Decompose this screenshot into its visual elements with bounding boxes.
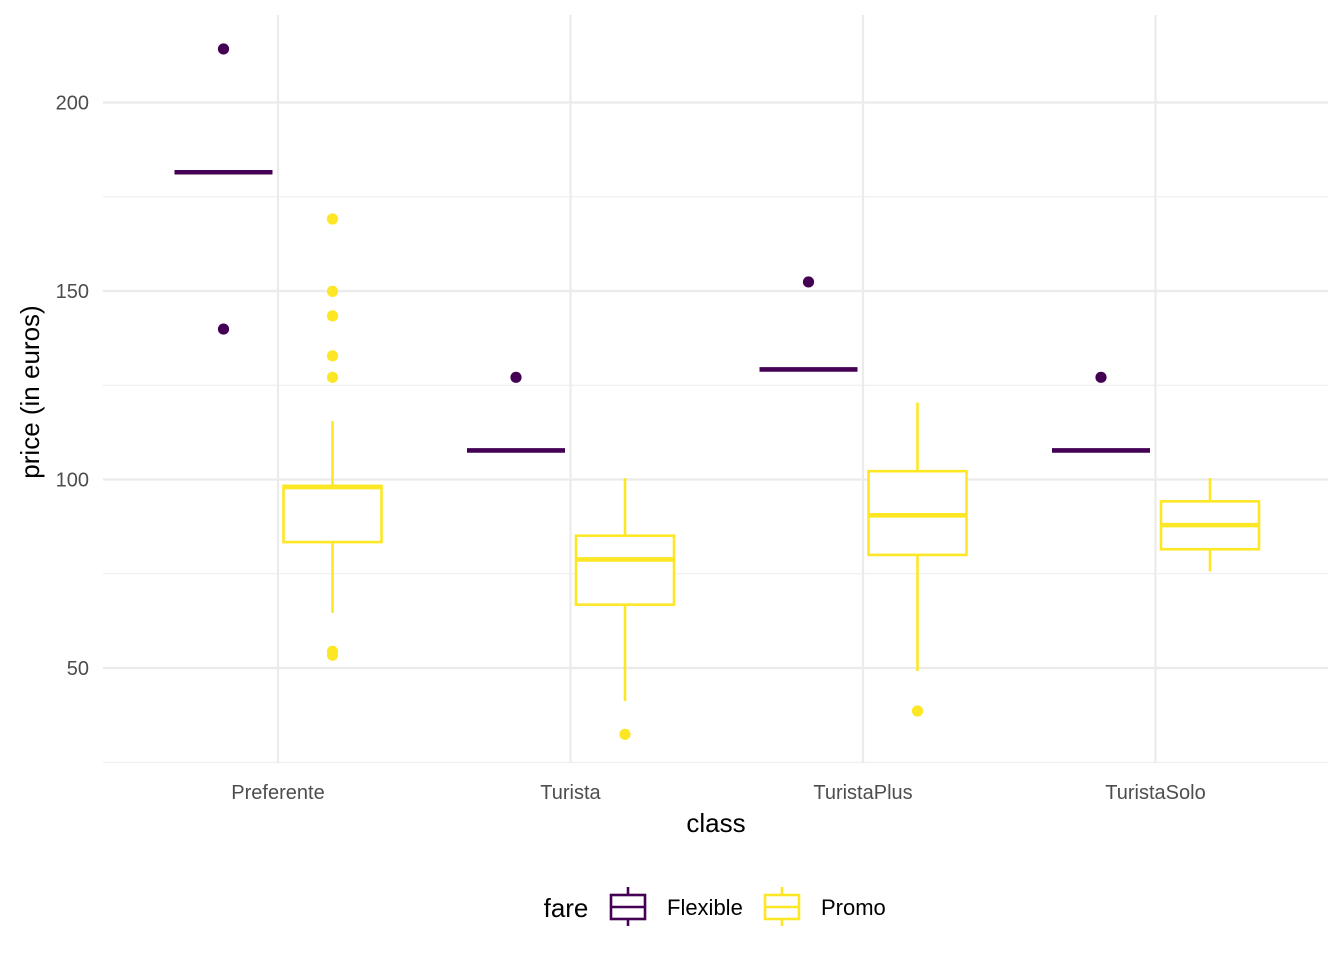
y-tick-label: 150	[56, 281, 89, 303]
y-tick-label: 50	[67, 658, 89, 680]
outlier-point	[619, 728, 631, 740]
outlier-point	[911, 705, 924, 717]
outlier-point	[326, 285, 339, 297]
legend-title: fare	[544, 893, 589, 923]
box-promo-preferente	[282, 213, 383, 661]
x-tick-label: TuristaSolo	[1105, 782, 1205, 804]
legend-label-promo: Promo	[821, 895, 886, 920]
outlier-point	[326, 371, 339, 383]
outlier-point	[217, 43, 230, 55]
y-axis-title: price (in euros)	[15, 305, 45, 478]
outlier-point	[326, 649, 339, 661]
x-tick-label: Preferente	[231, 782, 324, 804]
box-flexible-preferente	[174, 43, 273, 335]
box-flexible-turista	[467, 371, 565, 453]
outlier-point	[510, 371, 522, 383]
box-iqr	[282, 484, 383, 544]
box-flexible-turistasolo	[1052, 371, 1150, 453]
outlier-point	[326, 350, 339, 362]
legend-label-flexible: Flexible	[667, 895, 743, 920]
legend-key-promo	[763, 887, 801, 926]
y-axis: 50 100 150 200	[56, 93, 89, 681]
x-tick-label: TuristaPlus	[813, 782, 912, 804]
box-promo-turista	[574, 477, 676, 740]
plot-marks	[174, 43, 1261, 740]
outlier-point	[326, 310, 339, 322]
outlier-point	[326, 213, 339, 225]
outlier-point	[1095, 371, 1107, 383]
y-tick-label: 100	[56, 470, 89, 492]
legend-key-flexible	[609, 887, 647, 926]
legend: fare Flexible Promo	[544, 887, 886, 926]
y-tick-label: 200	[56, 93, 89, 115]
x-axis-title: class	[686, 808, 745, 838]
box-flexible-turistaplus	[759, 276, 858, 372]
grid	[103, 15, 1328, 763]
box-promo-turistaplus	[867, 402, 968, 717]
outlier-point	[217, 323, 230, 335]
x-tick-label: Turista	[540, 782, 601, 804]
x-axis: Preferente Turista TuristaPlus TuristaSolo	[231, 782, 1205, 804]
box-iqr	[574, 534, 676, 606]
outlier-point	[802, 276, 815, 288]
box-promo-turistasolo	[1159, 477, 1261, 572]
